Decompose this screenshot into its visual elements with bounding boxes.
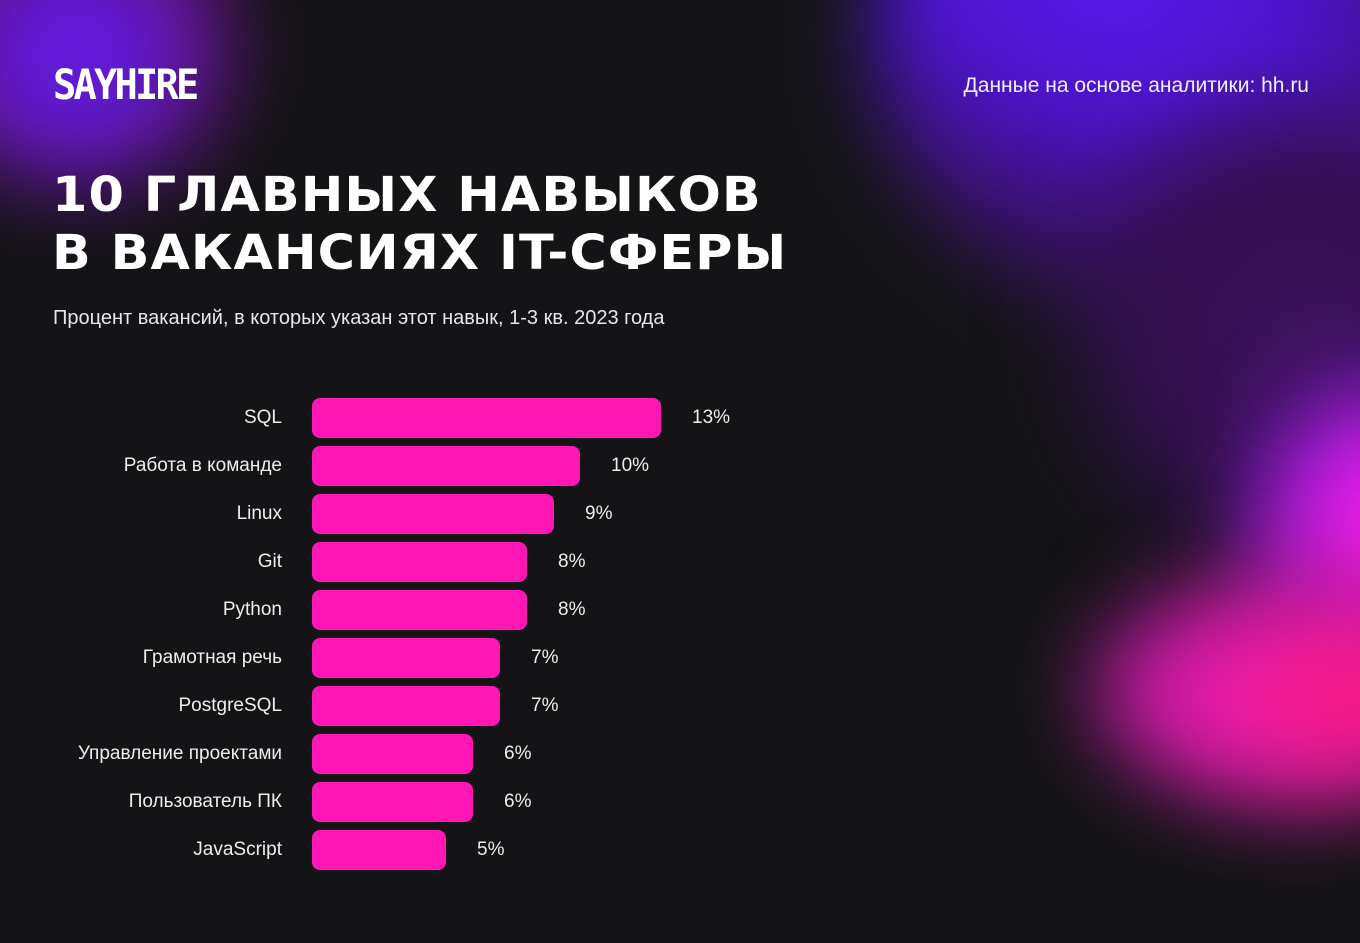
bar-value-label: 7%: [531, 695, 559, 716]
brand-logo: SAYHIRE: [53, 60, 199, 109]
bar-label: Пользователь ПК: [128, 791, 282, 812]
bar: [312, 734, 473, 774]
page-title: 10 главных навыков в вакансиях IT-сферы: [52, 166, 787, 282]
bar-row: Git 8%: [0, 542, 860, 582]
title-line-1: 10 главных навыков: [52, 167, 762, 223]
bar-label: Linux: [236, 503, 282, 524]
bar-row: PostgreSQL 7%: [0, 686, 860, 726]
bar-value-label: 10%: [611, 455, 650, 476]
bar-value-label: 8%: [558, 599, 586, 620]
bar: [312, 590, 527, 630]
bar-row: Грамотная речь 7%: [0, 638, 860, 678]
bar-label: JavaScript: [193, 839, 282, 860]
bar-value-label: 7%: [531, 647, 559, 668]
bar-label: Python: [222, 599, 282, 620]
title-line-2: в вакансиях IT-сферы: [52, 225, 788, 281]
bar-value-label: 6%: [504, 743, 532, 764]
chart-subtitle: Процент вакансий, в которых указан этот …: [53, 307, 665, 329]
bar-label: Грамотная речь: [142, 647, 282, 668]
bar: [312, 782, 473, 822]
bar-value-label: 8%: [558, 551, 586, 572]
bar: [312, 494, 554, 534]
bar-label: SQL: [243, 407, 282, 428]
bar: [312, 686, 500, 726]
bar-value-label: 6%: [504, 791, 532, 812]
bar-value-label: 5%: [477, 839, 505, 860]
bar-row: Пользователь ПК 6%: [0, 782, 860, 822]
bar-row: Python 8%: [0, 590, 860, 630]
bar-row: Управление проектами 6%: [0, 734, 860, 774]
bar-value-label: 9%: [585, 503, 613, 524]
bar: [312, 446, 580, 486]
bar: [312, 542, 527, 582]
bar-label: Git: [257, 551, 282, 572]
bar-row: Работа в команде 10%: [0, 446, 860, 486]
data-source-note: Данные на основе аналитики: hh.ru: [963, 74, 1309, 97]
bar: [312, 638, 500, 678]
bar-label: PostgreSQL: [178, 695, 283, 716]
bar-row: SQL 13%: [0, 398, 860, 438]
bar: [312, 398, 661, 438]
bar-row: JavaScript 5%: [0, 830, 860, 870]
bar-label: Работа в команде: [123, 455, 282, 476]
bar-row: Linux 9%: [0, 494, 860, 534]
bar: [312, 830, 446, 870]
bar-value-label: 13%: [692, 407, 731, 428]
bar-label: Управление проектами: [77, 743, 282, 764]
